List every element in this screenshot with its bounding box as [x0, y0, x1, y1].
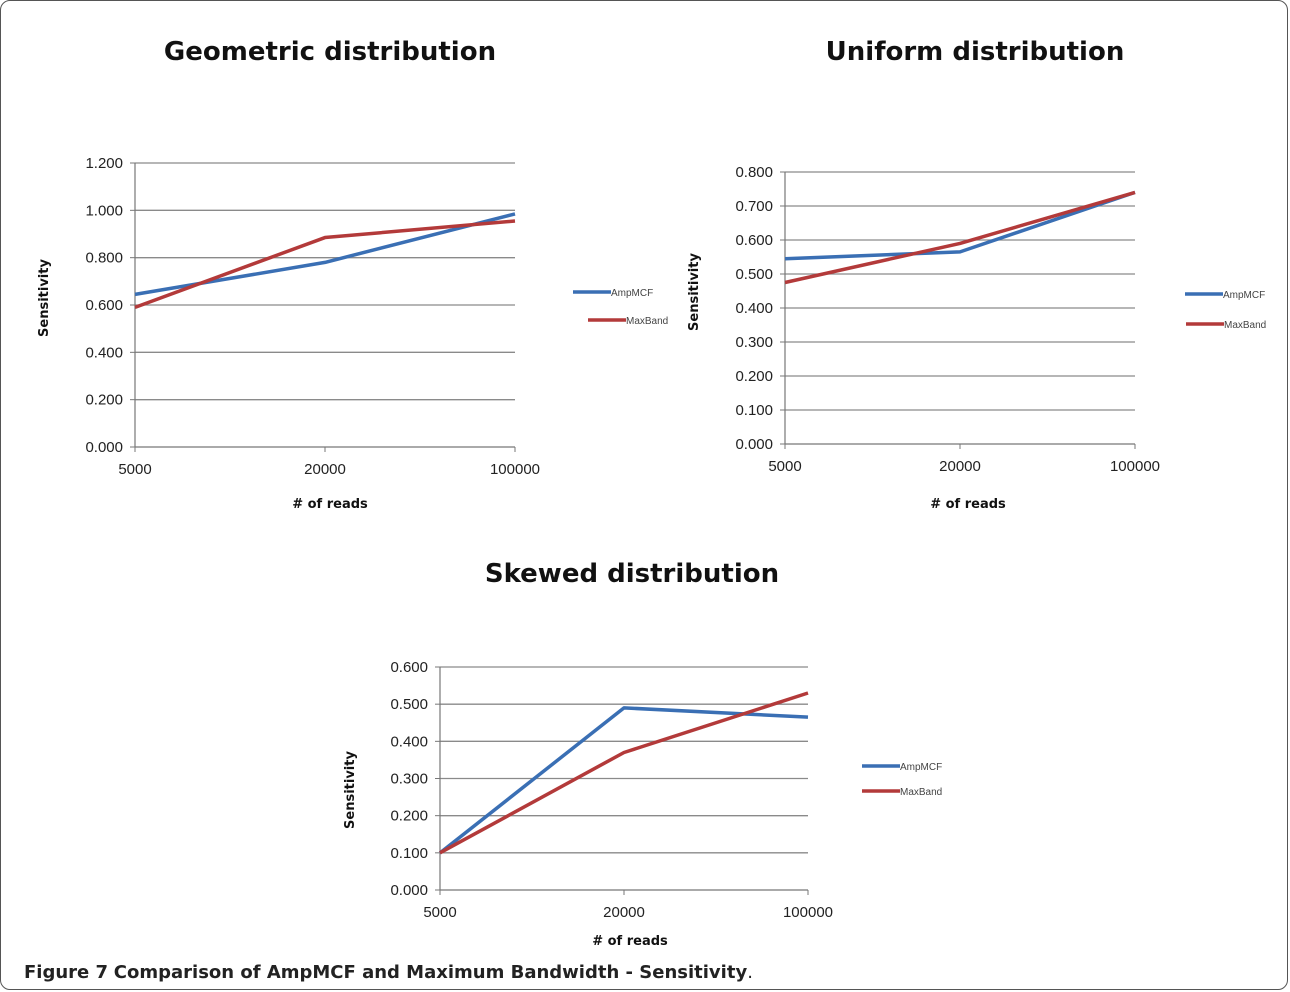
x-axis-label: # of reads [592, 934, 668, 949]
y-tick-label: 0.200 [390, 808, 428, 825]
y-tick-label: 1.200 [85, 155, 123, 172]
y-tick-label: 0.600 [390, 659, 428, 676]
series-line-maxband [784, 190, 1136, 285]
series-line-ampmcf [784, 190, 1136, 261]
y-tick-label: 0.400 [735, 300, 773, 317]
figure-charts: Geometric distribution 0.000 0.200 0.400 0.6… [37, 37, 1266, 949]
y-tick-label: 0.300 [390, 771, 428, 788]
y-tick-label: 1.000 [85, 202, 123, 219]
chart-1: Geometric distribution 0.000 0.200 0.400 0.6… [37, 37, 668, 512]
chart-title: Geometric distribution [164, 37, 496, 67]
x-tick-label: 5000 [118, 461, 151, 478]
x-tick-label: 5000 [423, 904, 456, 921]
y-tick-label: 0.000 [390, 882, 428, 899]
legend-label: MaxBand [1224, 320, 1266, 331]
y-tick-label: 0.300 [735, 334, 773, 351]
x-tick-label: 100000 [783, 904, 833, 921]
y-tick-label: 0.600 [85, 297, 123, 314]
series-line-maxband [134, 219, 516, 310]
legend-label: AmpMCF [900, 762, 942, 773]
y-tick-label: 0.200 [85, 392, 123, 409]
y-axis-label: Sensitivity [343, 751, 358, 829]
y-tick-label: 0.600 [735, 232, 773, 249]
x-tick-label: 5000 [768, 458, 801, 475]
y-tick-label: 0.700 [735, 198, 773, 215]
figure-caption: Figure 7 Comparison of AmpMCF and Maximu… [24, 962, 753, 983]
legend-label: MaxBand [626, 316, 668, 327]
caption-text: Comparison of AmpMCF and Maximum Bandwid… [113, 962, 748, 983]
x-tick-label: 100000 [490, 461, 540, 478]
y-tick-label: 0.800 [85, 250, 123, 267]
legend-label: AmpMCF [1223, 290, 1265, 301]
y-axis-label: Sensitivity [37, 259, 52, 337]
y-tick-label: 0.500 [390, 696, 428, 713]
legend-label: AmpMCF [611, 288, 653, 299]
y-tick-label: 0.000 [85, 439, 123, 456]
chart-3: Skewed distribution 0.000 0.100 0.200 0.300 0… [343, 559, 942, 949]
x-tick-label: 20000 [304, 461, 346, 478]
x-axis-label: # of reads [292, 497, 368, 512]
y-tick-label: 0.400 [85, 344, 123, 361]
chart-title: Uniform distribution [826, 37, 1125, 67]
y-tick-label: 0.500 [735, 266, 773, 283]
y-tick-label: 0.100 [735, 402, 773, 419]
x-tick-label: 100000 [1110, 458, 1160, 475]
y-tick-label: 0.400 [390, 733, 428, 750]
caption-label: Figure 7 [24, 962, 109, 983]
x-tick-label: 20000 [603, 904, 645, 921]
y-tick-label: 0.800 [735, 164, 773, 181]
chart-title: Skewed distribution [485, 559, 779, 589]
x-axis-label: # of reads [930, 497, 1006, 512]
caption-end: . [747, 962, 753, 983]
chart-2: Uniform distribution 0.000 0.100 0.200 0.300… [687, 37, 1266, 512]
y-tick-label: 0.000 [735, 436, 773, 453]
y-axis-label: Sensitivity [687, 253, 702, 331]
series-line-maxband [439, 691, 809, 855]
x-tick-label: 20000 [939, 458, 981, 475]
series-line-ampmcf [438, 706, 809, 855]
legend-label: MaxBand [900, 787, 942, 798]
y-tick-label: 0.200 [735, 368, 773, 385]
y-tick-label: 0.100 [390, 845, 428, 862]
